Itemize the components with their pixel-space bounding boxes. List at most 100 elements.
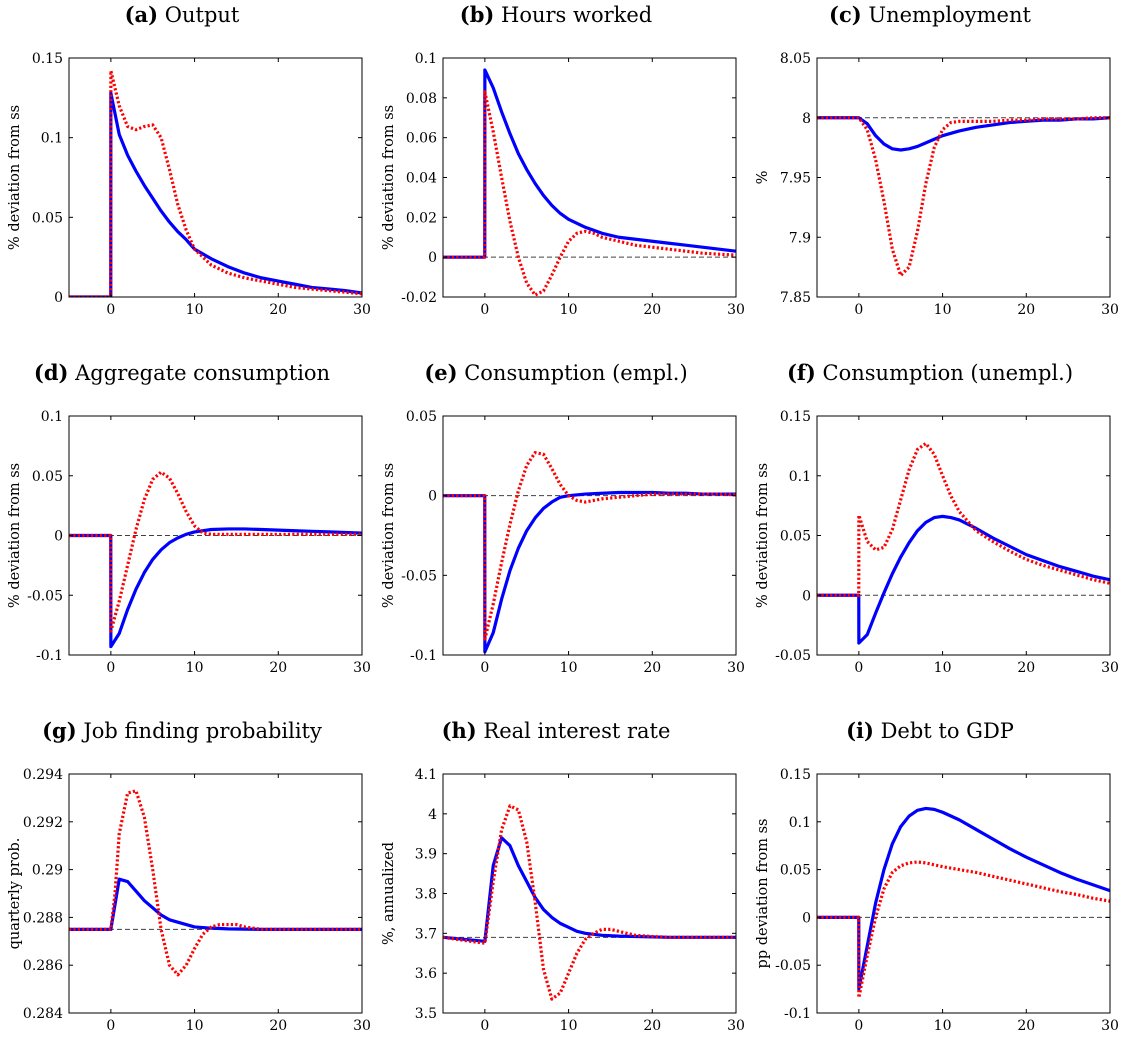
y-tick-label: 0.1 — [789, 815, 811, 831]
y-tick-label: 0.15 — [780, 767, 811, 783]
y-tick-label: 0 — [802, 910, 811, 926]
panel-title: (d) Aggregate consumption — [34, 360, 330, 385]
series-line-blue — [443, 68, 736, 259]
series-line-blue — [443, 836, 736, 943]
y-axis-label: % deviation from ss — [381, 463, 397, 608]
y-tick-label: -0.02 — [401, 290, 437, 306]
x-tick-label: 0 — [854, 1018, 863, 1034]
panel-title-text: Aggregate consumption — [68, 361, 330, 385]
x-tick-label: 10 — [186, 1018, 204, 1034]
x-tick-label: 0 — [854, 302, 863, 318]
y-tick-label: -0.05 — [27, 588, 63, 604]
x-tick-label: 20 — [643, 302, 661, 318]
x-tick-label: 30 — [353, 302, 371, 318]
panel-title-text: Real interest rate — [477, 719, 671, 743]
y-tick-label: 0.294 — [23, 767, 63, 783]
x-tick-label: 30 — [353, 1018, 371, 1034]
y-tick-label: 7.85 — [780, 290, 811, 306]
y-tick-label: 0.1 — [789, 469, 811, 485]
y-tick-label: -0.05 — [775, 958, 811, 974]
axes-box — [816, 415, 1111, 656]
y-tick-label: 0.05 — [32, 210, 63, 226]
panel-title: (e) Consumption (empl.) — [424, 360, 687, 385]
panel-b: (b) Hours worked 0 10 20 30 -0.02 0 0.02 0.04 0.0… — [381, 2, 745, 318]
panel-title-text: Debt to GDP — [874, 719, 1014, 743]
panel-i: (i) Debt to GDP 0 10 20 30 -0.1 -0.05 0 0.05 0.1 0… — [755, 718, 1119, 1034]
y-axis-label: % deviation from ss — [381, 105, 397, 250]
y-tick-label: -0.1 — [36, 648, 63, 664]
y-tick-label: 0.06 — [406, 131, 437, 147]
panel-h: (h) Real interest rate 0 10 20 30 3.5 3.6 3.7 3.… — [381, 718, 745, 1034]
series-line-red-dotted — [817, 860, 1110, 1000]
y-tick-label: 0.05 — [780, 863, 811, 879]
x-tick-label: 20 — [643, 1018, 661, 1034]
x-tick-label: 20 — [1017, 302, 1035, 318]
panel-title: (f) Consumption (unempl.) — [787, 360, 1073, 385]
y-axis-label: % deviation from ss — [7, 105, 23, 250]
y-tick-label: 0.05 — [406, 409, 437, 425]
panel-e: (e) Consumption (empl.) 0 10 20 30 -0.1 -0.05 0… — [381, 360, 745, 676]
x-tick-label: 20 — [269, 660, 287, 676]
y-tick-label: 0.04 — [406, 171, 437, 187]
y-tick-label: 3.8 — [415, 887, 437, 903]
panel-title-text: Output — [158, 3, 240, 27]
y-tick-label: 8 — [802, 111, 811, 127]
series-line-blue — [817, 514, 1110, 645]
y-tick-label: 7.95 — [780, 171, 811, 187]
panel-title-text: Hours worked — [494, 3, 652, 27]
y-tick-label: 0 — [428, 489, 437, 505]
panel-title: (b) Hours worked — [460, 2, 652, 27]
panel-title-text: Unemployment — [862, 3, 1032, 27]
panel-title-text: Consumption (empl.) — [458, 361, 688, 385]
series-line-red-dotted — [443, 804, 736, 1001]
x-tick-label: 30 — [1101, 302, 1119, 318]
y-tick-label: 0.02 — [406, 210, 437, 226]
panel-d: (d) Aggregate consumption 0 10 20 30 -0.1 -0.0… — [7, 360, 371, 676]
y-tick-label: 4 — [428, 807, 437, 823]
y-axis-label: % — [755, 171, 771, 185]
y-tick-label: 0 — [428, 250, 437, 266]
x-tick-label: 20 — [269, 302, 287, 318]
panel-title: (g) Job finding probability — [42, 718, 322, 743]
y-tick-label: 0.1 — [415, 51, 437, 67]
series-line-blue — [69, 91, 362, 297]
panel-title: (c) Unemployment — [829, 2, 1031, 27]
x-tick-label: 0 — [106, 302, 115, 318]
y-tick-label: -0.05 — [775, 648, 811, 664]
series-line-red-dotted — [69, 789, 362, 977]
y-axis-label: % deviation from ss — [7, 463, 23, 608]
y-tick-label: 4.1 — [415, 767, 437, 783]
x-tick-label: 30 — [727, 302, 745, 318]
y-tick-label: 0.08 — [406, 91, 437, 107]
y-axis-label: quarterly prob. — [7, 838, 23, 950]
x-tick-label: 20 — [269, 1018, 287, 1034]
y-axis-label: pp deviation from ss — [755, 819, 771, 969]
x-tick-label: 10 — [560, 302, 578, 318]
y-tick-label: 0 — [802, 588, 811, 604]
y-axis-label: % deviation from ss — [755, 463, 771, 608]
series-line-blue — [443, 490, 736, 654]
series-line-red-dotted — [443, 451, 736, 641]
y-tick-label: 0.05 — [780, 529, 811, 545]
panel-tag: (e) — [424, 360, 457, 385]
x-tick-label: 20 — [643, 660, 661, 676]
panel-title-text: Consumption (unempl.) — [816, 361, 1073, 385]
panel-tag: (a) — [125, 2, 158, 27]
panel-title: (h) Real interest rate — [442, 718, 671, 743]
y-tick-label: 7.9 — [789, 230, 811, 246]
panel-g: (g) Job finding probability 0 10 20 30 0.284 0… — [7, 718, 371, 1034]
y-tick-label: 0 — [54, 529, 63, 545]
x-tick-label: 10 — [186, 660, 204, 676]
x-tick-label: 0 — [480, 660, 489, 676]
axes-box — [816, 773, 1111, 1014]
axes-box — [442, 57, 737, 298]
x-tick-label: 10 — [934, 1018, 952, 1034]
y-tick-label: 0.288 — [23, 910, 63, 926]
panel-title: (i) Debt to GDP — [846, 718, 1014, 743]
panel-c: (c) Unemployment 0 10 20 30 7.85 7.9 7.95 8 8.05% — [755, 2, 1119, 318]
series-line-red-dotted — [69, 470, 362, 633]
y-tick-label: 3.7 — [415, 926, 437, 942]
series-line-blue — [69, 527, 362, 649]
series-line-red-dotted — [817, 441, 1110, 597]
